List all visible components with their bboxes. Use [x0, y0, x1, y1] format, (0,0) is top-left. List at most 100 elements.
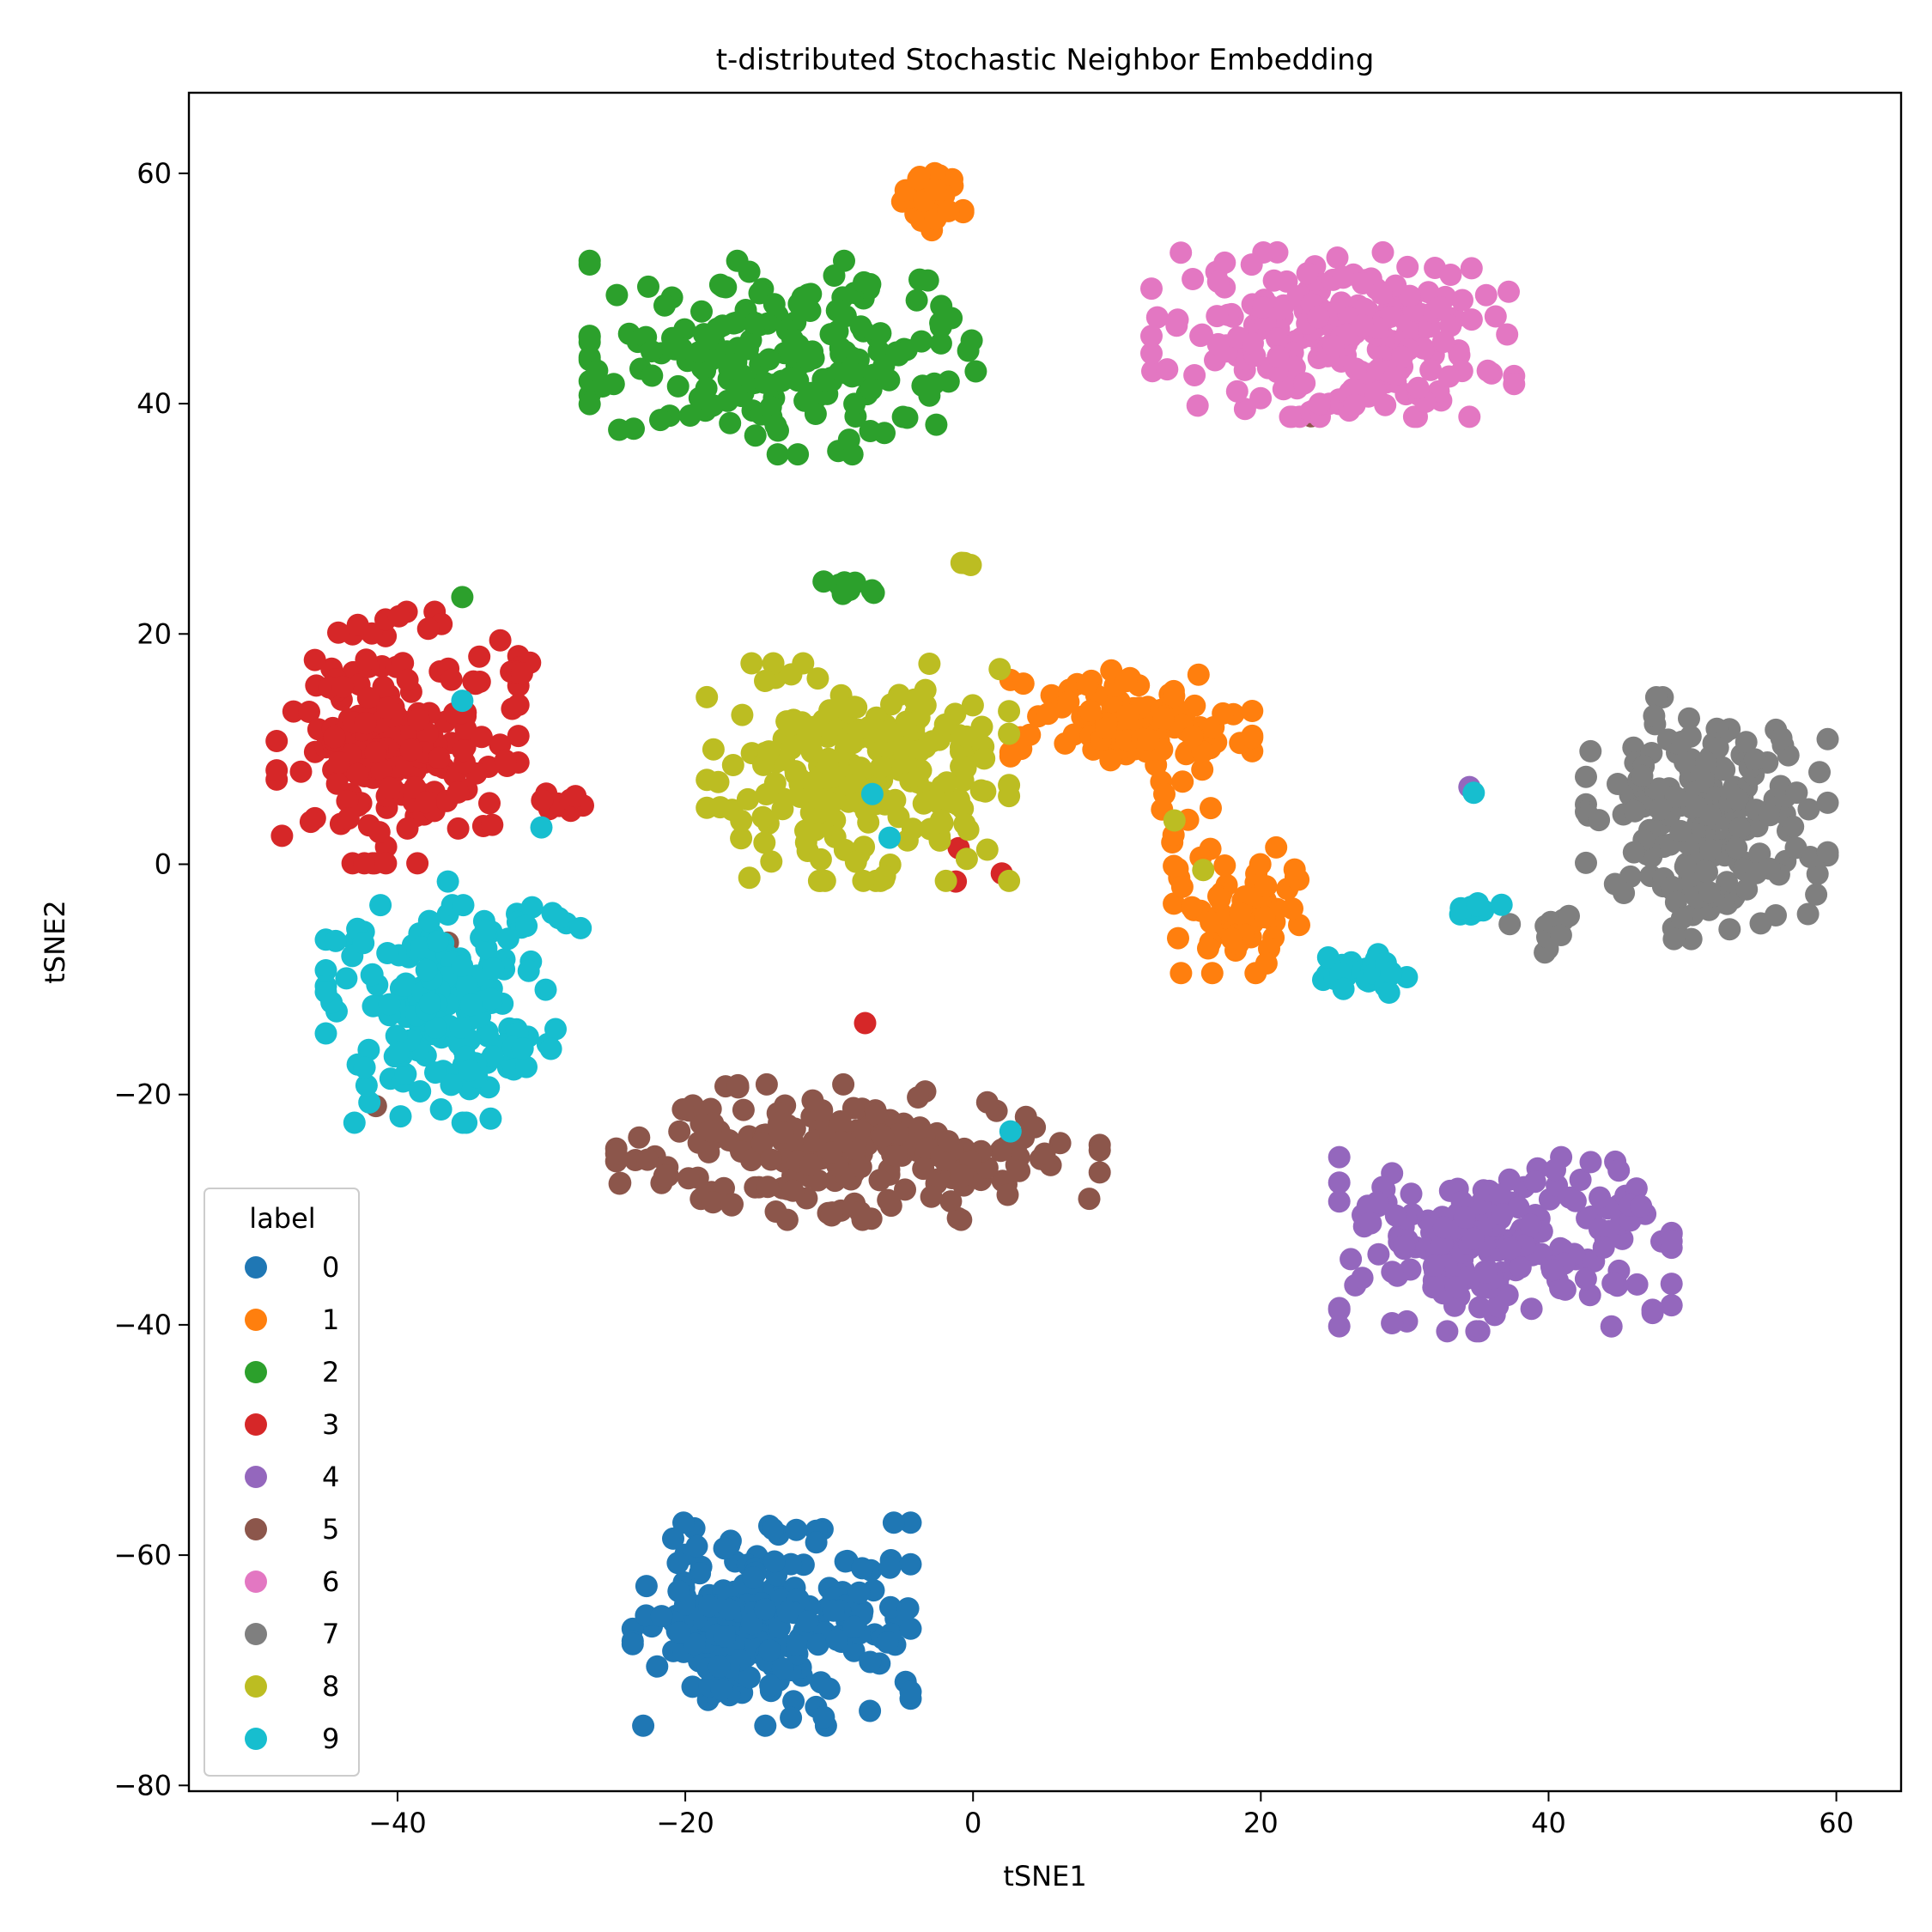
point-label-6 [1262, 269, 1285, 292]
point-label-9 [386, 1041, 410, 1064]
point-label-8 [730, 809, 753, 832]
point-label-2 [869, 322, 892, 345]
point-label-1 [1200, 911, 1223, 934]
point-label-5 [801, 1089, 824, 1112]
point-label-7 [1607, 773, 1629, 795]
point-label-9 [393, 975, 416, 997]
point-label-8 [950, 755, 973, 778]
point-label-6 [1206, 305, 1229, 328]
point-label-8 [1192, 859, 1215, 882]
point-label-7 [1498, 913, 1522, 936]
point-label-5 [975, 1091, 999, 1114]
point-label-0 [635, 1575, 658, 1598]
point-label-5 [912, 1157, 935, 1181]
point-label-6 [1233, 398, 1256, 421]
point-label-4 [1660, 1273, 1683, 1296]
point-label-8 [934, 869, 957, 892]
point-label-0 [882, 1511, 905, 1534]
point-label-3 [270, 824, 294, 848]
point-label-5 [1008, 1159, 1031, 1182]
point-label-8 [854, 799, 878, 823]
point-label-9 [355, 1074, 378, 1097]
point-label-6 [1140, 277, 1163, 301]
point-label-1 [1116, 703, 1139, 726]
point-label-7 [1785, 781, 1808, 805]
point-label-4 [1381, 1261, 1404, 1284]
point-label-9 [360, 963, 383, 987]
point-label-8 [975, 838, 999, 861]
point-label-1 [1191, 758, 1214, 781]
point-label-9 [436, 870, 459, 893]
point-label-0 [681, 1675, 704, 1698]
point-label-2 [799, 300, 822, 322]
point-label-8 [955, 725, 978, 748]
point-label-0 [762, 1517, 785, 1540]
point-label-2 [804, 403, 827, 425]
point-label-8 [961, 694, 984, 717]
y-tick-label: −60 [113, 1539, 172, 1571]
point-label-9 [534, 978, 557, 1001]
point-label-9 [429, 1098, 453, 1121]
point-label-5 [937, 1130, 960, 1153]
legend-marker-9 [245, 1728, 267, 1750]
point-label-6 [1296, 262, 1319, 285]
point-label-8 [823, 765, 846, 788]
point-label-2 [608, 418, 631, 441]
point-label-8 [950, 551, 973, 574]
point-label-7 [1735, 731, 1758, 754]
point-label-7 [1623, 799, 1646, 823]
point-label-1 [999, 741, 1022, 764]
point-label-2 [860, 378, 883, 401]
point-label-0 [879, 1595, 902, 1619]
point-label-4 [1359, 1212, 1382, 1235]
legend-marker-6 [245, 1571, 267, 1593]
point-label-5 [849, 1156, 872, 1178]
x-tick-label: 60 [1819, 1807, 1854, 1839]
point-label-0 [812, 1705, 835, 1728]
point-label-6 [1439, 264, 1462, 286]
point-label-7 [1575, 851, 1597, 874]
point-label-6 [1308, 392, 1331, 416]
point-label-5 [732, 1098, 755, 1121]
legend-box [204, 1188, 360, 1777]
legend-label-1: 1 [322, 1303, 339, 1336]
point-label-6 [1240, 253, 1263, 276]
point-label-1 [1163, 892, 1186, 915]
point-label-6 [1503, 373, 1526, 396]
point-label-0 [666, 1552, 690, 1575]
point-label-0 [632, 1714, 655, 1737]
point-label-7 [1643, 704, 1666, 727]
y-tick-label: 0 [155, 848, 172, 880]
point-label-9 [1462, 781, 1485, 805]
point-label-4 [1327, 1145, 1351, 1169]
point-label-0 [713, 1537, 736, 1560]
point-label-2 [690, 300, 713, 323]
point-label-6 [1186, 394, 1209, 417]
point-label-7 [1758, 803, 1781, 826]
point-label-9 [474, 919, 497, 942]
point-label-2 [957, 339, 980, 362]
point-label-4 [1393, 1235, 1416, 1258]
point-label-2 [744, 424, 767, 447]
point-label-5 [1078, 1188, 1101, 1211]
point-label-2 [640, 340, 663, 363]
point-label-6 [1189, 325, 1212, 348]
point-label-7 [1674, 751, 1697, 774]
point-label-4 [1365, 1191, 1388, 1214]
point-label-3 [447, 781, 470, 804]
point-label-2 [825, 299, 848, 322]
point-label-6 [1458, 405, 1481, 428]
legend-label-9: 9 [322, 1722, 339, 1755]
point-label-7 [1588, 809, 1611, 832]
point-label-0 [710, 1678, 733, 1701]
point-label-4 [1491, 1203, 1514, 1226]
point-label-9 [415, 958, 438, 981]
point-label-3 [354, 712, 377, 735]
point-label-3 [387, 605, 410, 628]
point-label-0 [650, 1605, 673, 1628]
point-label-9 [1380, 961, 1403, 984]
point-label-6 [1213, 251, 1236, 274]
point-label-0 [646, 1655, 669, 1678]
point-label-0 [899, 1552, 922, 1576]
point-label-6 [1498, 280, 1520, 303]
